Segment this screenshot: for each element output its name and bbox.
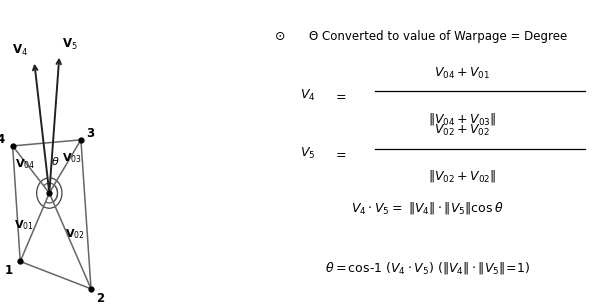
Text: $\mathbf{V}_5$: $\mathbf{V}_5$ — [61, 36, 78, 52]
Text: 1: 1 — [5, 264, 13, 278]
Text: 3: 3 — [86, 127, 94, 140]
Text: $\mathbf{V}_4$: $\mathbf{V}_4$ — [12, 43, 28, 58]
Text: $=$: $=$ — [333, 147, 347, 160]
Text: 2: 2 — [96, 292, 104, 304]
Text: $\mathbf{V}_{04}$: $\mathbf{V}_{04}$ — [15, 157, 36, 171]
Text: $\mathbf{V}_{01}$: $\mathbf{V}_{01}$ — [14, 218, 34, 232]
Text: 4: 4 — [0, 133, 5, 146]
Text: $\mathbf{V}_{02}$: $\mathbf{V}_{02}$ — [64, 227, 84, 241]
Text: $\theta$: $\theta$ — [51, 155, 60, 167]
Text: $=$: $=$ — [333, 89, 347, 102]
Text: $\|V_{02} + V_{02}\|$: $\|V_{02} + V_{02}\|$ — [428, 168, 497, 184]
Text: $\mathbf{V}_{03}$: $\mathbf{V}_{03}$ — [62, 151, 82, 165]
Text: $\theta = \mathrm{cos\text{-}1}\ (V_4 \cdot V_5)\ (\|V_4\| \cdot \|V_5\|\!=\!1)$: $\theta = \mathrm{cos\text{-}1}\ (V_4 \c… — [325, 260, 530, 275]
Text: $V_{02} + V_{02}$: $V_{02} + V_{02}$ — [434, 123, 491, 138]
Text: $V_4$: $V_4$ — [300, 88, 315, 103]
Text: Θ Converted to value of Warpage = Degree: Θ Converted to value of Warpage = Degree — [309, 30, 567, 43]
Text: $\|V_{04} + V_{03}\|$: $\|V_{04} + V_{03}\|$ — [428, 111, 497, 126]
Text: $V_{04} + V_{01}$: $V_{04} + V_{01}$ — [434, 65, 491, 81]
Text: $\odot$: $\odot$ — [274, 30, 285, 43]
Text: $V_5$: $V_5$ — [300, 146, 315, 161]
Text: $V_4 \cdot V_5 = \ \|V_4\| \cdot \|V_5\| \cos\theta$: $V_4 \cdot V_5 = \ \|V_4\| \cdot \|V_5\|… — [351, 200, 504, 216]
